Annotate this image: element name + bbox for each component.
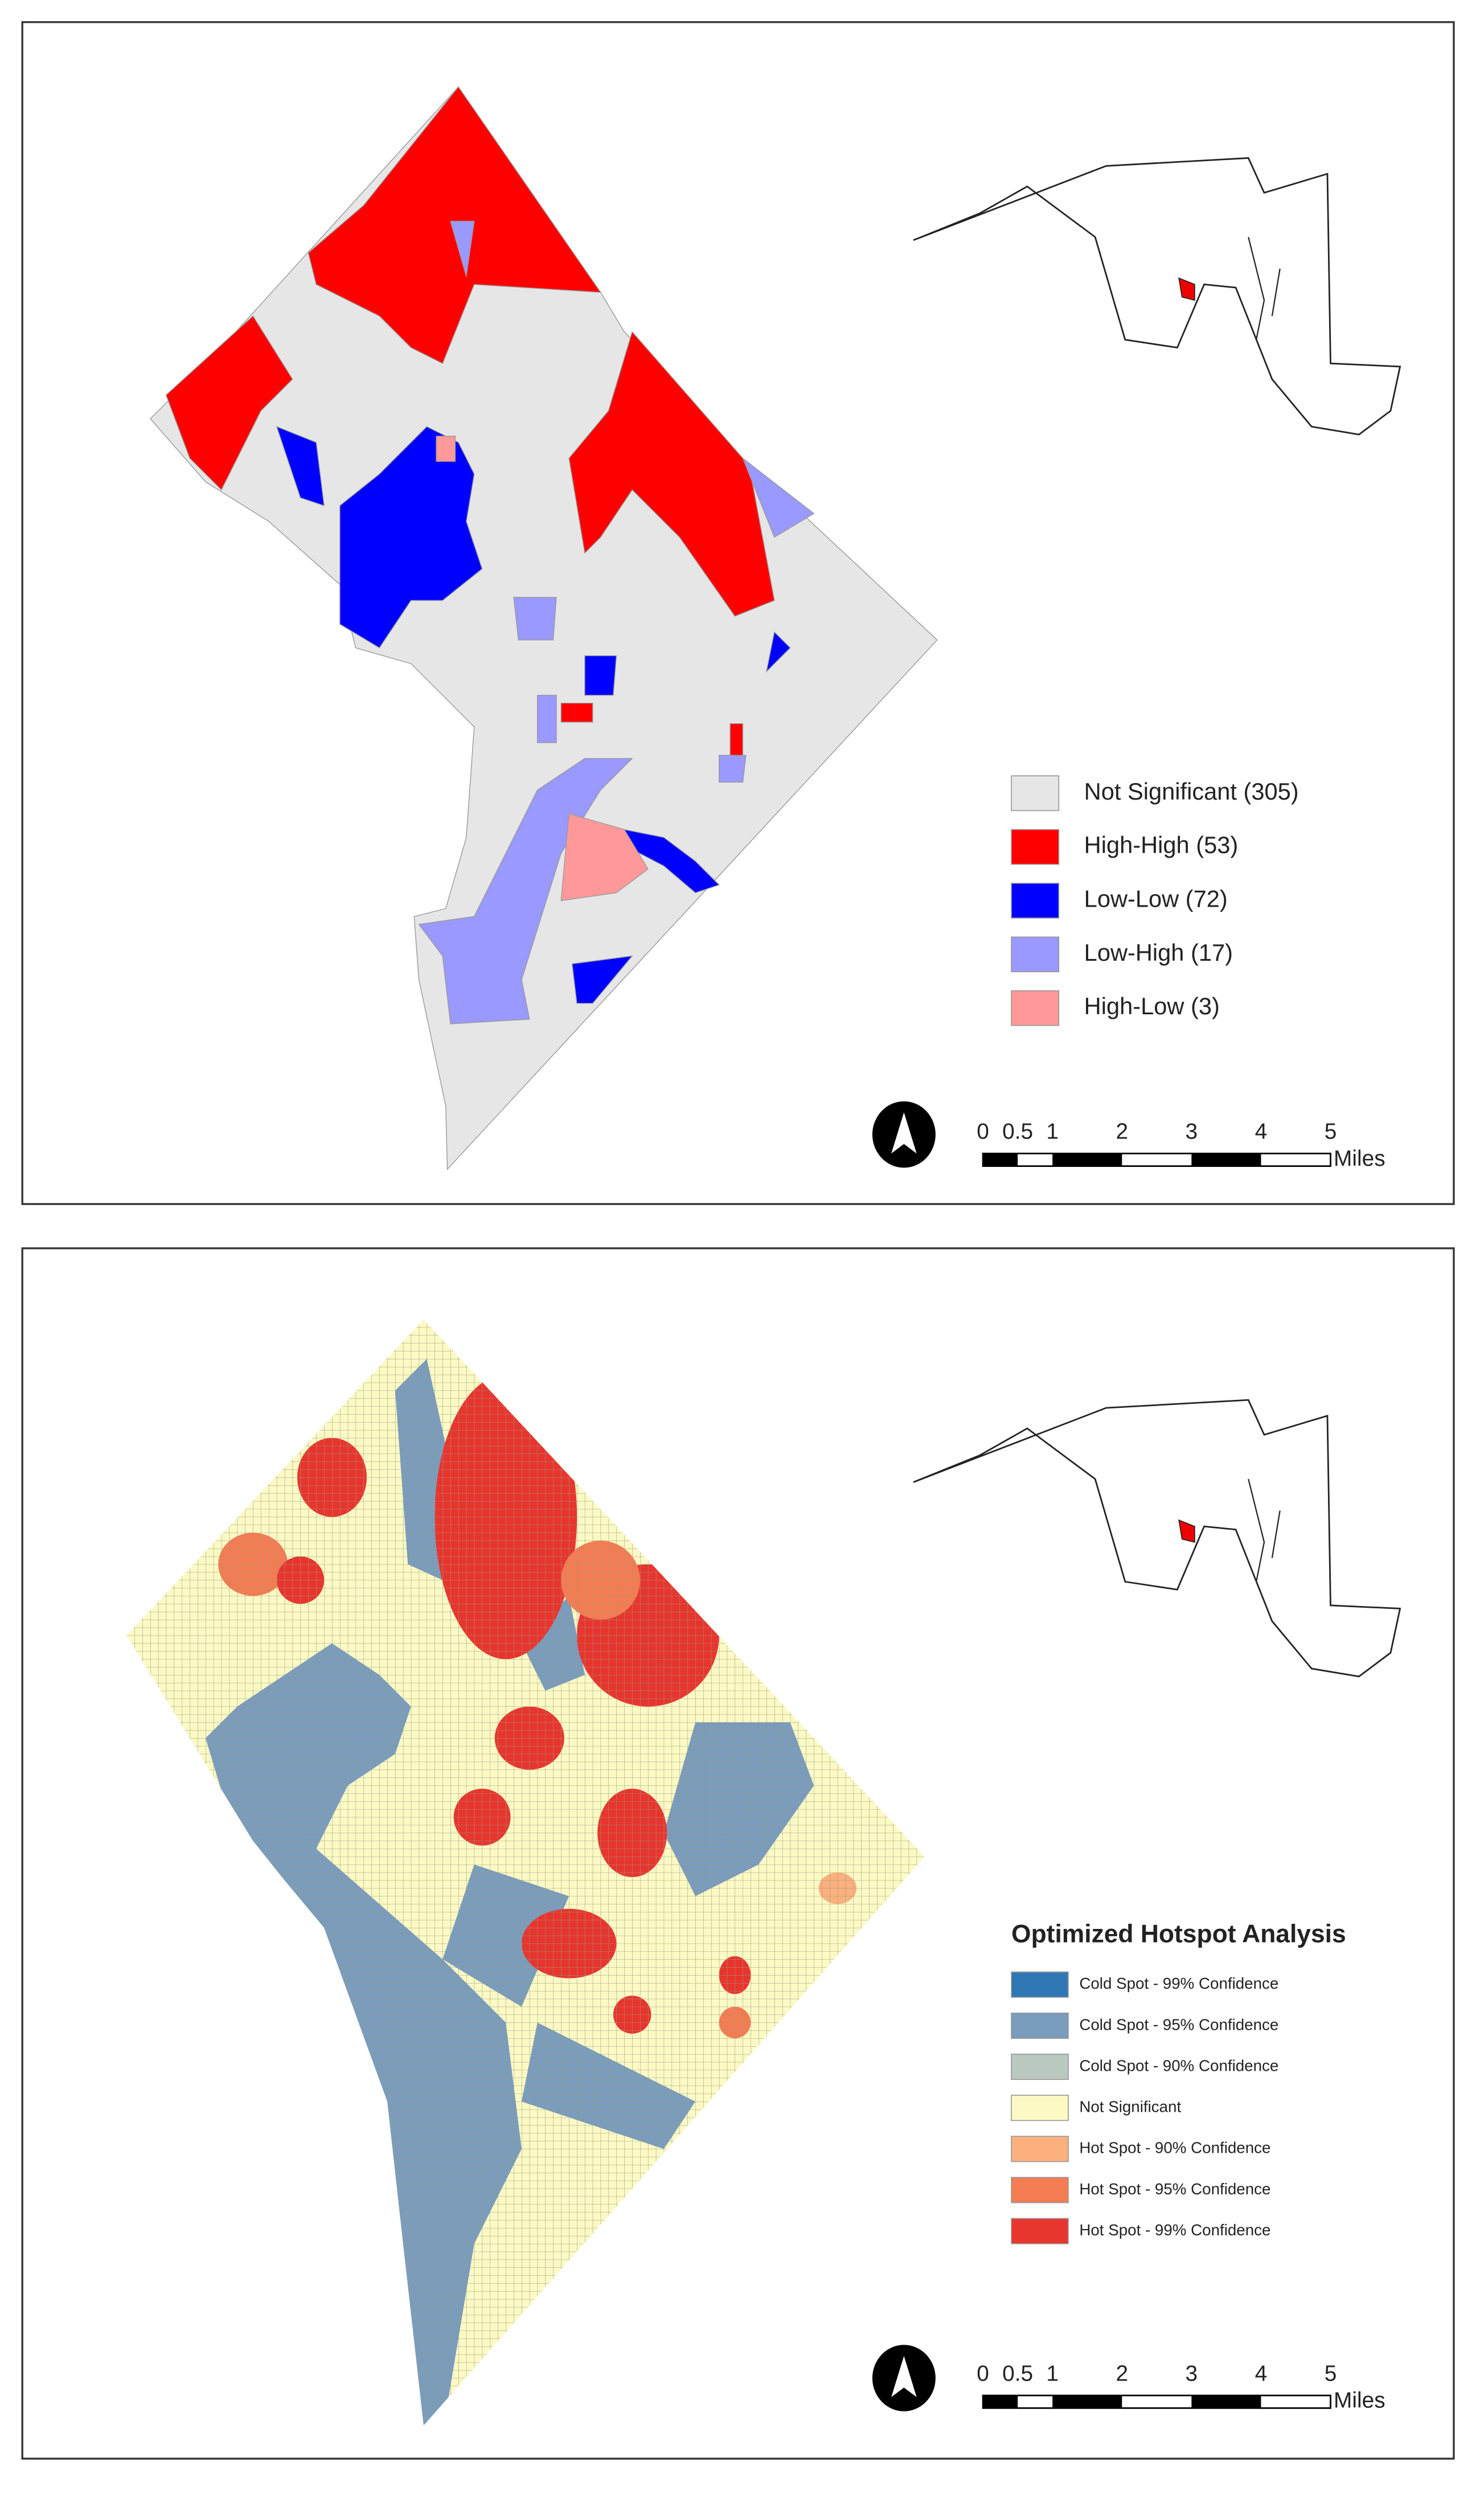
north-arrow <box>872 1101 936 1168</box>
legend-label: Cold Spot - 95% Confidence <box>1079 2015 1278 2033</box>
legend-label: Low-High (17) <box>1084 939 1233 966</box>
scale-label: 1 <box>1046 1120 1059 1144</box>
scale-label: 3 <box>1186 1120 1198 1144</box>
legend-title: Optimized Hotspot Analysis <box>1011 1920 1346 1948</box>
legend-label: High-High (53) <box>1084 831 1239 858</box>
legend-swatch <box>1011 2177 1069 2203</box>
legend-label: Hot Spot - 90% Confidence <box>1079 2139 1270 2157</box>
scale-label: 0 <box>977 1120 989 1144</box>
scale-label: 0.5 <box>1002 1120 1033 1144</box>
legend-label: Hot Spot - 99% Confidence <box>1079 2221 1270 2239</box>
legend-swatch <box>1011 829 1060 865</box>
legend-swatch <box>1011 1971 1069 1998</box>
legend-swatch <box>1011 883 1060 919</box>
legend-label: Cold Spot - 90% Confidence <box>1079 2056 1278 2074</box>
scale-label: 2 <box>1116 2361 1128 2386</box>
legend-label: Hot Spot - 95% Confidence <box>1079 2180 1270 2198</box>
scale-segment <box>1052 1153 1122 1166</box>
legend: Cold Spot - 99% Confidence Cold Spot - 95… <box>1011 1971 1278 2244</box>
scale-label: 4 <box>1255 1120 1268 1144</box>
scale-label: 5 <box>1325 1120 1337 1144</box>
scale-unit: Miles <box>1334 1146 1385 1171</box>
legend-swatch <box>1011 2218 1069 2244</box>
legend-swatch <box>1011 775 1060 812</box>
scale-label: 1 <box>1046 2361 1059 2386</box>
scale-label: 0.5 <box>1002 2361 1033 2386</box>
scale-label: 3 <box>1186 2361 1198 2386</box>
legend-label: Cold Spot - 99% Confidence <box>1079 1974 1278 1992</box>
scale-frame <box>982 2394 1331 2409</box>
legend-label: Not Significant (305) <box>1084 778 1299 805</box>
north-arrow <box>872 2345 936 2411</box>
legend-label: Not Significant <box>1079 2098 1181 2116</box>
scale-frame <box>982 1153 1331 1167</box>
scale-label: 4 <box>1255 2361 1268 2386</box>
scale-bar: 0 0.5 1 2 3 4 5 Miles <box>977 2361 1385 2412</box>
scale-unit: Miles <box>1334 2389 1385 2413</box>
legend-swatch <box>1011 2012 1069 2039</box>
scale-segment <box>983 2395 1018 2408</box>
scale-segment <box>1191 2395 1261 2408</box>
legend-swatch <box>1011 2095 1069 2121</box>
legend-swatch <box>1011 2054 1069 2080</box>
legend-swatch <box>1011 936 1060 973</box>
legend: Not Significant (305) High-High (53) Low-L… <box>1011 775 1299 1026</box>
scale-label: 0 <box>977 2361 989 2386</box>
scale-segment <box>1191 1153 1261 1166</box>
legend-label: High-Low (3) <box>1084 993 1220 1019</box>
lisa-map <box>149 86 938 1170</box>
legend-swatch <box>1011 2136 1069 2162</box>
scale-segment <box>983 1153 1018 1166</box>
legend-label: Low-Low (72) <box>1084 885 1228 912</box>
legend-swatch <box>1011 990 1060 1026</box>
scale-label: 2 <box>1116 1120 1128 1144</box>
scale-label: 5 <box>1325 2361 1337 2386</box>
scale-segment <box>1052 2395 1122 2408</box>
